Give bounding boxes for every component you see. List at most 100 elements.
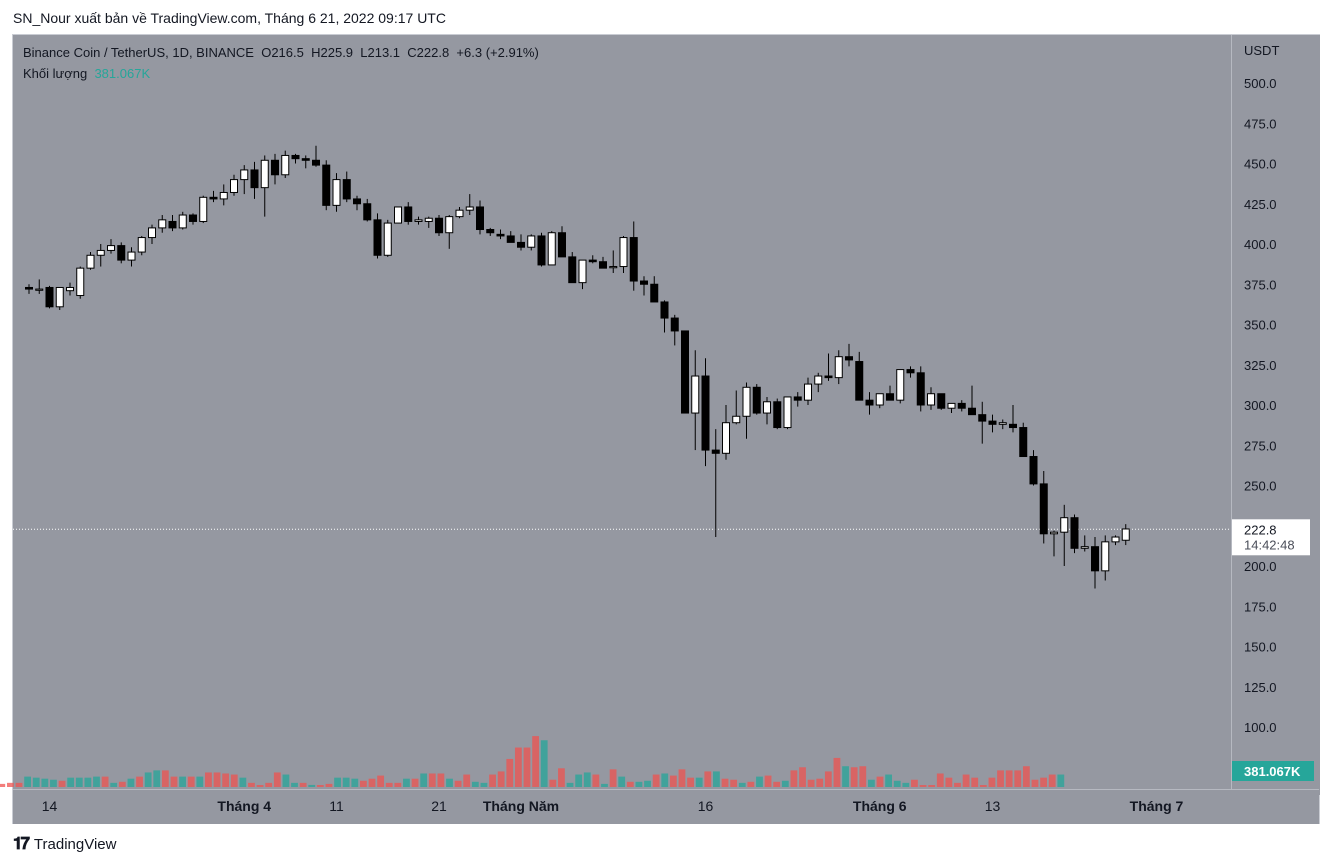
candle-body <box>896 369 905 401</box>
volume-bar <box>773 781 781 787</box>
countdown-label: 14:42:48 <box>1244 537 1295 552</box>
time-axis[interactable] <box>13 789 1319 824</box>
candle-body <box>96 249 105 256</box>
price-tick-label: 475.0 <box>1244 116 1277 131</box>
volume-bar <box>222 773 230 787</box>
volume-bar <box>6 782 14 787</box>
volume-bar <box>583 772 591 787</box>
volume-bar <box>334 777 341 787</box>
candle-body <box>1039 483 1048 535</box>
volume-bar <box>1048 774 1056 787</box>
candle-body <box>855 361 864 401</box>
symbol-name[interactable]: Binance Coin / TetherUS, 1D, BINANCE <box>23 45 254 60</box>
candle-body <box>916 372 925 406</box>
volume-bar <box>756 776 763 787</box>
candle-body <box>558 232 566 258</box>
volume-bar <box>428 773 436 787</box>
volume-bar <box>248 782 255 787</box>
volume-bar <box>32 777 40 787</box>
ohlc-close: C222.8 <box>407 45 450 60</box>
volume-bar <box>730 779 738 787</box>
volume-bar <box>24 776 32 787</box>
candle-body <box>107 245 115 251</box>
time-tick-label: 16 <box>698 798 714 814</box>
candle-body <box>363 203 372 221</box>
volume-bar <box>850 767 858 787</box>
currency-label: USDT <box>1244 43 1279 58</box>
volume-bar <box>282 774 290 787</box>
volume-bar <box>411 778 419 787</box>
candle-body <box>834 356 843 379</box>
symbol-legend: Binance Coin / TetherUS, 1D, BINANCE O21… <box>23 45 539 60</box>
candle-body <box>178 214 187 229</box>
volume-bar <box>58 780 66 787</box>
volume-bar <box>997 770 1004 787</box>
candle-body <box>547 232 556 266</box>
volume-bar <box>1005 770 1013 787</box>
candle-body <box>148 227 156 239</box>
volume-bar <box>945 777 953 787</box>
volume-label[interactable]: Khối lượng <box>23 66 88 81</box>
volume-bar <box>136 776 143 787</box>
candle-body <box>66 286 74 292</box>
volume-badge <box>1232 761 1314 781</box>
candle-body <box>332 179 341 206</box>
candle-body <box>209 196 218 200</box>
volume-bar <box>713 771 720 787</box>
candle-body <box>578 259 587 284</box>
price-tick-label: 125.0 <box>1244 680 1277 695</box>
volume-bar <box>471 781 479 787</box>
candle-body <box>465 206 474 211</box>
volume-bar <box>644 780 651 787</box>
time-tick-label: 14 <box>42 798 58 814</box>
candle-body <box>804 383 812 401</box>
candle-body <box>1070 517 1079 549</box>
volume-bar <box>299 782 307 787</box>
price-chart-svg[interactable] <box>0 35 1319 823</box>
volume-bar <box>230 774 238 787</box>
axis-labels-svg: USDT 500.0 475.0 450.0 425.0 400.0 375.0 350.0 3… <box>42 43 1314 814</box>
volume-bar <box>747 781 755 787</box>
candle-body <box>773 401 782 429</box>
volume-bar <box>41 778 49 787</box>
volume-bar <box>971 777 979 787</box>
volume-bar <box>669 775 677 787</box>
volume-bar <box>936 773 944 787</box>
volume-bar <box>179 776 186 787</box>
volume-bar <box>824 771 832 787</box>
candle-body <box>814 375 823 385</box>
volume-bar <box>626 781 634 787</box>
volume-bar <box>790 770 798 787</box>
volume-bar <box>695 777 703 787</box>
chart-frame[interactable]: Binance Coin / TetherUS, 1D, BINANCE O21… <box>0 34 1320 824</box>
candle-body <box>537 235 546 266</box>
candle-body <box>599 261 607 269</box>
candle-body <box>445 216 454 234</box>
price-axis[interactable] <box>1231 35 1320 795</box>
volume-bar <box>256 785 264 787</box>
volume-bar <box>342 777 350 787</box>
candle-body <box>45 286 54 308</box>
volume-badge-label: 381.067K <box>1244 764 1301 779</box>
candle-body <box>394 206 402 224</box>
candle-body <box>927 393 935 406</box>
candle-body <box>588 259 597 263</box>
candle-body <box>168 220 177 229</box>
volume-bar <box>893 780 901 787</box>
candle-body <box>373 219 382 256</box>
volume-bar <box>833 757 841 787</box>
candle-body <box>250 169 259 189</box>
volume-bar <box>351 778 359 787</box>
volume-bar <box>523 747 531 787</box>
candle-body <box>609 266 618 269</box>
volume-bar <box>368 778 376 787</box>
volume-bar <box>84 777 92 787</box>
volume-bar <box>652 774 660 787</box>
candle-body <box>845 356 853 361</box>
candle-body <box>117 245 126 261</box>
candle-body <box>342 179 351 200</box>
volume-bar <box>463 774 471 787</box>
footer-brand[interactable]: 𝟏𝟕 TradingView <box>13 834 116 854</box>
volume-bar <box>911 779 918 787</box>
candle-body <box>937 393 946 409</box>
